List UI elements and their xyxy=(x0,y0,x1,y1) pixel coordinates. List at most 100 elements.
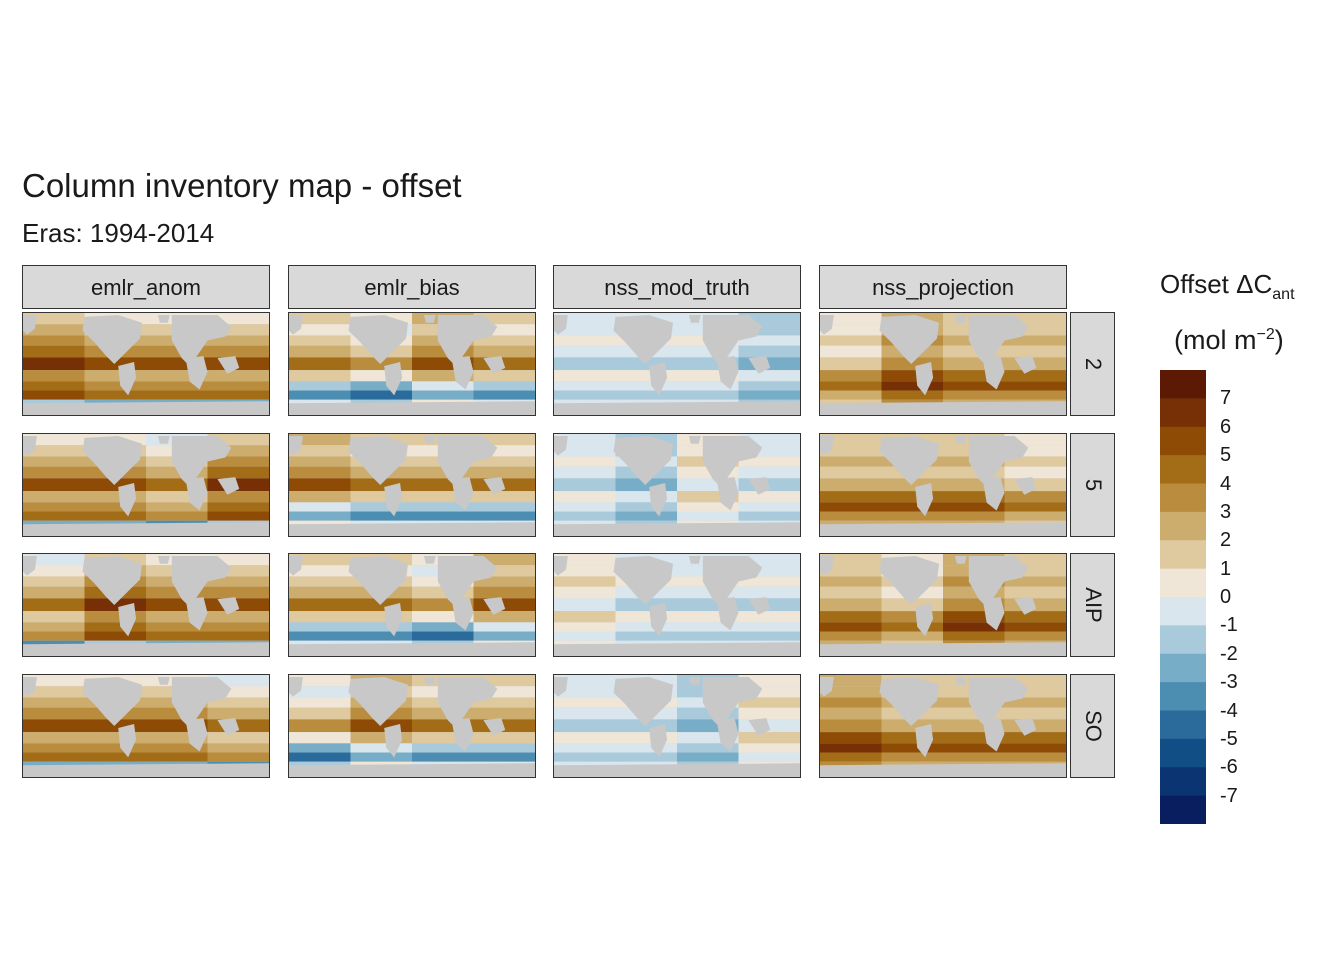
land-mask xyxy=(649,483,668,517)
land-mask xyxy=(451,477,474,511)
colorbar-tick-label: -3 xyxy=(1220,671,1238,694)
ocean-cell xyxy=(554,370,616,382)
ocean-cell xyxy=(289,565,351,577)
ocean-cell xyxy=(738,752,800,762)
ocean-cell xyxy=(289,697,351,708)
colorbar-band xyxy=(1160,710,1206,740)
ocean-cell xyxy=(554,456,616,467)
ocean-cell xyxy=(412,345,474,358)
ocean-cell xyxy=(473,390,535,400)
colorbar-tick-label: 5 xyxy=(1220,444,1232,467)
land-mask xyxy=(716,356,739,390)
ocean-cell xyxy=(23,586,85,599)
ocean-cell xyxy=(289,743,351,753)
land-mask xyxy=(688,676,701,685)
ocean-cell xyxy=(615,370,677,382)
land-mask xyxy=(289,522,535,536)
land-mask xyxy=(982,356,1005,390)
ocean-cell xyxy=(1004,565,1066,577)
ocean-cell xyxy=(84,491,146,503)
ocean-cell xyxy=(554,743,616,753)
land-mask xyxy=(437,314,498,366)
ocean-cell xyxy=(820,719,882,733)
ocean-cell xyxy=(943,370,1005,382)
land-mask xyxy=(716,718,739,752)
facet-strip-emlr-anom: emlr_anom xyxy=(22,265,270,309)
ocean-cell xyxy=(1004,456,1066,467)
colorbar-band xyxy=(1160,511,1206,541)
ocean-cell xyxy=(207,511,269,521)
ocean-cell xyxy=(677,743,739,753)
ocean-cell xyxy=(412,586,474,599)
ocean-cell xyxy=(1004,732,1066,744)
ocean-cell xyxy=(554,598,616,612)
ocean-cell xyxy=(554,631,616,641)
ocean-cell xyxy=(207,565,269,577)
ocean-cell xyxy=(554,335,616,346)
land-mask xyxy=(23,763,269,777)
ocean-cell xyxy=(289,554,351,566)
land-mask xyxy=(23,401,269,415)
ocean-cell xyxy=(84,611,146,623)
ocean-cell xyxy=(23,390,85,400)
ocean-cell xyxy=(820,675,882,687)
land-mask xyxy=(185,356,208,390)
ocean-cell xyxy=(473,434,535,446)
ocean-cell xyxy=(554,719,616,733)
ocean-cell xyxy=(615,491,677,503)
ocean-cell xyxy=(412,466,474,479)
ocean-cell xyxy=(881,732,943,744)
land-mask xyxy=(688,555,701,564)
ocean-cell xyxy=(207,611,269,623)
ocean-cell xyxy=(738,466,800,479)
land-mask xyxy=(23,676,37,697)
ocean-cell xyxy=(473,381,535,391)
ocean-cell xyxy=(146,586,208,599)
land-mask xyxy=(157,435,170,444)
ocean-cell xyxy=(820,511,882,521)
land-mask xyxy=(820,401,1066,415)
ocean-cell xyxy=(820,478,882,492)
ocean-cell xyxy=(943,743,1005,753)
colorbar-tick-label: -5 xyxy=(1220,727,1238,750)
ocean-cell xyxy=(23,752,85,762)
land-mask xyxy=(982,597,1005,631)
ocean-cell xyxy=(677,502,739,512)
ocean-cell xyxy=(1004,707,1066,720)
ocean-cell xyxy=(881,752,943,762)
ocean-cell xyxy=(943,752,1005,762)
ocean-cell xyxy=(677,622,739,632)
ocean-cell xyxy=(146,502,208,512)
ocean-cell xyxy=(1004,370,1066,382)
land-mask xyxy=(423,555,436,564)
ocean-cell xyxy=(1004,491,1066,503)
ocean-cell xyxy=(554,554,616,566)
ocean-cell xyxy=(23,554,85,566)
land-mask xyxy=(82,435,143,485)
land-mask xyxy=(982,477,1005,511)
land-mask xyxy=(954,555,967,564)
ocean-cell xyxy=(412,611,474,623)
ocean-cell xyxy=(738,511,800,521)
land-mask xyxy=(879,435,940,485)
ocean-cell xyxy=(207,631,269,641)
land-mask xyxy=(702,435,763,487)
ocean-cell xyxy=(738,324,800,336)
map-panel-nss_projection-5 xyxy=(819,433,1067,537)
land-mask xyxy=(554,401,800,415)
ocean-cell xyxy=(943,502,1005,512)
ocean-cell xyxy=(146,345,208,358)
land-mask xyxy=(118,483,137,517)
ocean-cell xyxy=(738,434,800,446)
map-panel-nss_mod_truth-2 xyxy=(553,312,801,416)
ocean-cell xyxy=(146,381,208,391)
ocean-cell xyxy=(23,324,85,336)
ocean-cell xyxy=(1004,466,1066,479)
ocean-cell xyxy=(738,565,800,577)
ocean-cell xyxy=(23,502,85,512)
land-mask xyxy=(968,314,1029,366)
ocean-cell xyxy=(943,381,1005,391)
colorbar-band xyxy=(1160,398,1206,428)
facet-strip-row-5: 5 xyxy=(1070,433,1115,537)
ocean-cell xyxy=(23,478,85,492)
